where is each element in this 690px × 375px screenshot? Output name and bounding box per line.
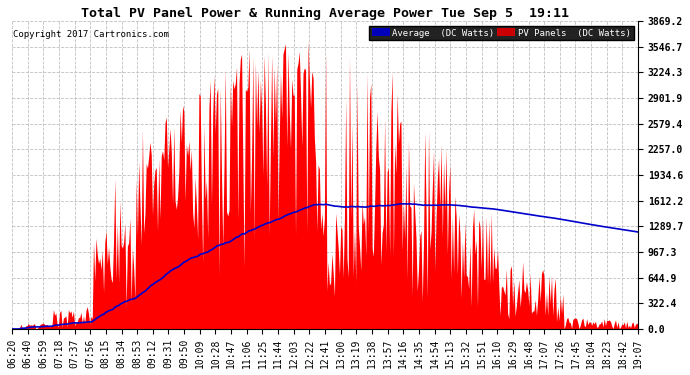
Title: Total PV Panel Power & Running Average Power Tue Sep 5  19:11: Total PV Panel Power & Running Average P…: [81, 7, 569, 20]
Legend: Average  (DC Watts), PV Panels  (DC Watts): Average (DC Watts), PV Panels (DC Watts): [369, 26, 633, 40]
Text: Copyright 2017 Cartronics.com: Copyright 2017 Cartronics.com: [13, 30, 169, 39]
